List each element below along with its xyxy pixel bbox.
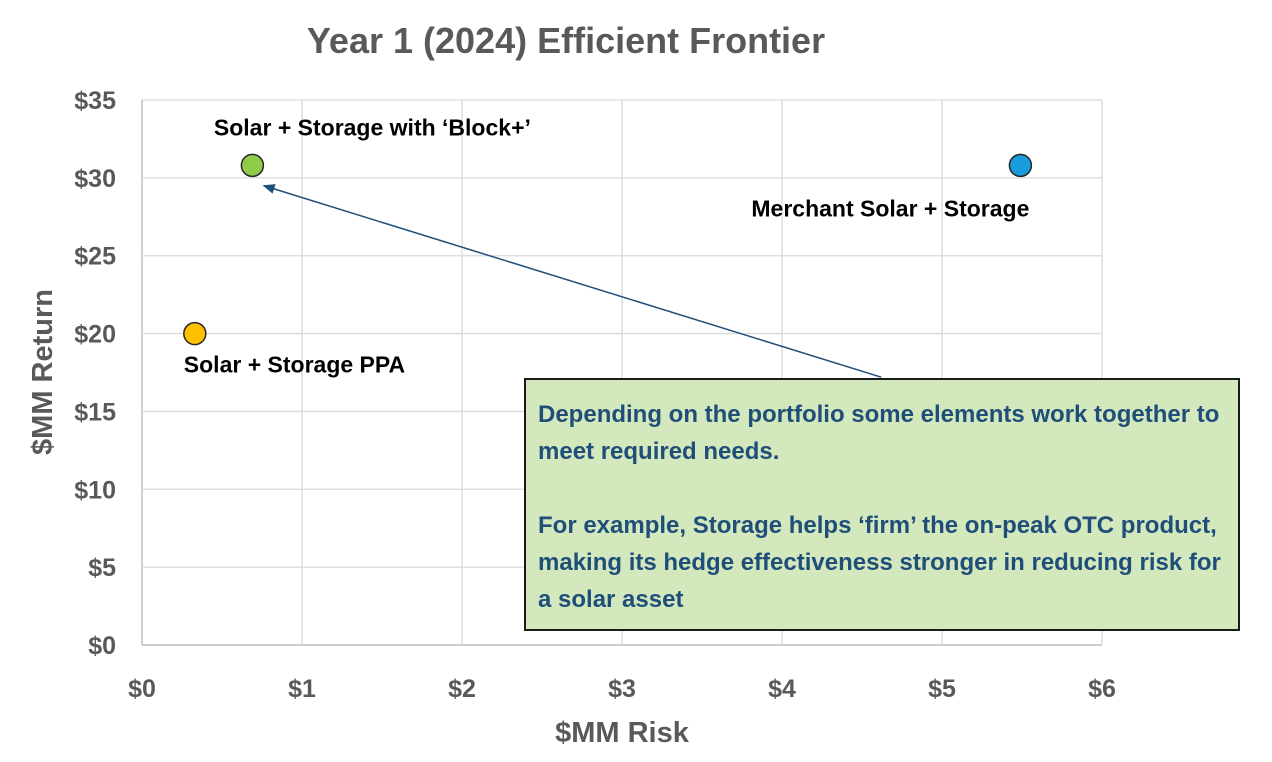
x-tick-label: $0 (128, 675, 156, 703)
annotation-arrow-line (262, 184, 882, 378)
data-point (1008, 153, 1033, 178)
data-point-label: Solar + Storage PPA (184, 352, 405, 378)
callout-text-2: For example, Storage helps ‘firm’ the on… (538, 512, 1221, 613)
y-tick-label: $30 (74, 165, 116, 193)
x-tick-label: $2 (448, 675, 476, 703)
x-tick-label: $4 (768, 675, 796, 703)
annotation-callout: Depending on the portfolio some elements… (524, 378, 1240, 631)
y-tick-label: $25 (74, 243, 116, 271)
annotation-arrow (262, 184, 882, 378)
x-tick-label: $1 (288, 675, 316, 703)
data-point (183, 321, 207, 346)
x-tick-label: $5 (928, 675, 956, 703)
data-point (240, 153, 265, 178)
y-tick-label: $5 (88, 554, 116, 582)
data-point-label: Solar + Storage with ‘Block+’ (214, 114, 531, 140)
x-tick-label: $6 (1088, 675, 1116, 703)
y-tick-label: $35 (74, 87, 116, 115)
y-tick-label: $0 (88, 632, 116, 660)
data-point-label: Merchant Solar + Storage (751, 195, 1029, 221)
y-axis-ticks: $0 $5 $10 $15 $20 $25 $30 $35 (74, 87, 116, 660)
x-tick-label: $3 (608, 675, 636, 703)
y-axis-title: $MM Return (27, 289, 59, 455)
x-axis-title: $MM Risk (555, 717, 690, 749)
callout-text-1: Depending on the portfolio some elements… (538, 401, 1220, 465)
y-tick-label: $10 (74, 476, 116, 504)
chart-title: Year 1 (2024) Efficient Frontier (307, 20, 825, 61)
data-points: Solar + Storage PPA Solar + Storage with … (183, 114, 1033, 378)
y-tick-label: $20 (74, 321, 116, 349)
x-axis-ticks: $0 $1 $2 $3 $4 $5 $6 (128, 675, 1116, 703)
y-tick-label: $15 (74, 398, 116, 426)
